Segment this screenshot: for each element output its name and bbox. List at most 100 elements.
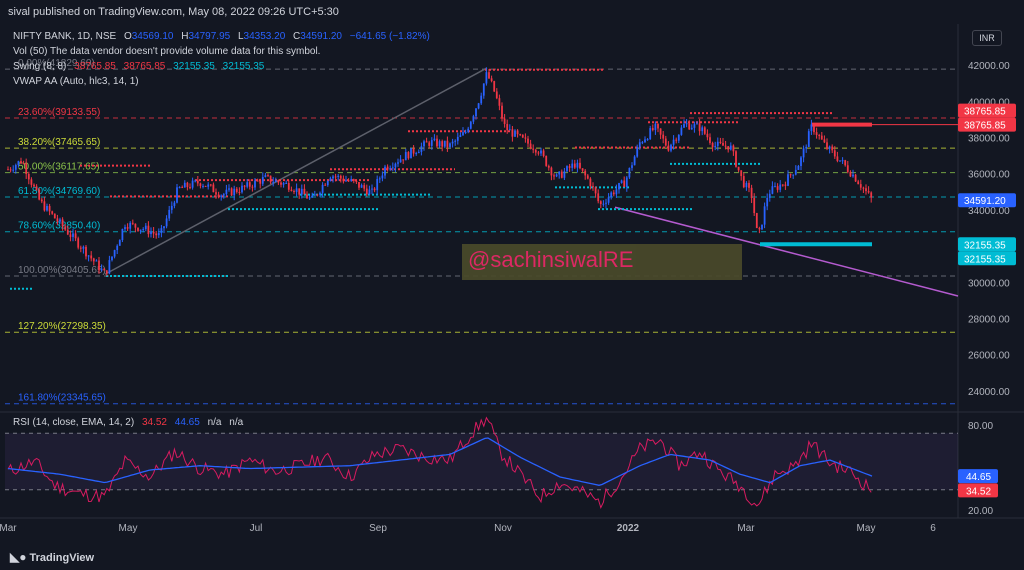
candle-body <box>72 233 74 237</box>
candle-body <box>430 140 433 146</box>
candle-body <box>82 246 85 249</box>
candle-body <box>147 225 150 235</box>
candle-body <box>384 166 386 176</box>
candle-body <box>459 135 462 137</box>
candle-body <box>345 180 347 182</box>
candle-body <box>654 123 657 130</box>
candle-body <box>610 192 613 198</box>
candle-body <box>368 189 371 195</box>
rsi-label[interactable]: RSI (14, close, EMA, 14, 2) <box>13 417 135 428</box>
candle-body <box>555 174 558 177</box>
candle-body <box>394 163 397 168</box>
candle-body <box>113 250 116 257</box>
candle-body <box>709 137 711 143</box>
candle-body <box>339 175 342 179</box>
candle-body <box>807 131 810 147</box>
candle-body <box>818 135 821 137</box>
tradingview-logo[interactable]: ◣● TradingView <box>10 550 94 564</box>
candle-body <box>584 170 587 176</box>
published-caption: sival published on TradingView.com, May … <box>8 6 339 18</box>
candle-body <box>209 184 212 186</box>
candle-body <box>111 256 113 261</box>
candle-body <box>701 127 704 132</box>
candle-body <box>605 202 607 204</box>
swing-label[interactable]: Swing (8, 8) <box>13 61 67 72</box>
candle-body <box>657 123 659 129</box>
candle-body <box>207 184 210 187</box>
candle-body <box>758 228 761 230</box>
candle-body <box>196 180 199 184</box>
candle-body <box>779 184 782 190</box>
candle-body <box>235 188 238 192</box>
candle-body <box>833 150 836 157</box>
candle-body <box>285 183 288 185</box>
candle-body <box>438 141 441 147</box>
candle-body <box>612 192 615 195</box>
candle-body <box>683 124 685 128</box>
fib-level-label: 38.20%(37465.65) <box>18 137 100 148</box>
candle-body <box>802 148 805 158</box>
time-tick-label: Sep <box>369 523 387 534</box>
candle-body <box>576 162 579 168</box>
candle-body <box>178 187 181 189</box>
candle-body <box>664 138 667 146</box>
candle-body <box>108 260 111 274</box>
time-tick-label: 6 <box>930 523 936 534</box>
candle-body <box>742 176 745 188</box>
candle-body <box>495 91 498 99</box>
rsi-na-1: n/a <box>207 417 222 428</box>
candle-body <box>646 139 649 141</box>
candle-body <box>722 142 724 146</box>
volume-message[interactable]: Vol (50) The data vendor doesn't provide… <box>13 46 321 57</box>
candle-body <box>329 178 332 182</box>
price-tick-label: 34000.00 <box>968 206 1010 217</box>
candle-body <box>9 169 12 171</box>
candle-body <box>865 188 867 192</box>
candle-body <box>831 146 834 151</box>
vwap-label[interactable]: VWAP AA (Auto, hlc3, 14, 1) <box>13 76 139 87</box>
candle-body <box>43 201 46 211</box>
rsi-ma-line <box>7 437 873 486</box>
candle-body <box>87 255 90 257</box>
candle-body <box>412 147 415 154</box>
candle-body <box>503 118 506 124</box>
candle-body <box>714 145 717 148</box>
candle-body <box>181 187 184 189</box>
candle-body <box>25 163 28 175</box>
candle-body <box>560 171 563 178</box>
candle-body <box>287 183 290 190</box>
price-tick-label: 26000.00 <box>968 351 1010 362</box>
candle-body <box>352 179 355 181</box>
currency-button[interactable]: INR <box>972 30 1002 46</box>
candle-body <box>854 174 857 182</box>
candle-body <box>202 185 204 187</box>
candle-body <box>529 143 532 149</box>
candle-body <box>121 229 124 241</box>
candle-body <box>771 186 774 194</box>
price-badge-label: 38765.85 <box>964 121 1006 132</box>
candle-body <box>443 140 446 147</box>
candle-body <box>35 186 38 190</box>
candle-body <box>189 187 191 189</box>
candle-body <box>841 160 844 162</box>
candle-body <box>402 159 405 161</box>
candle-body <box>472 116 475 122</box>
candle-body <box>420 146 423 152</box>
candle-body <box>659 128 662 135</box>
candle-body <box>173 202 176 206</box>
price-badge-label: 34591.20 <box>964 196 1006 207</box>
candle-body <box>7 169 9 171</box>
candle-body <box>527 138 529 144</box>
time-tick-label: 2022 <box>617 523 640 534</box>
symbol-title[interactable]: NIFTY BANK, 1D, NSE <box>13 31 117 42</box>
watermark-text: @sachinsiwalRE <box>468 247 634 272</box>
fib-level-label: 78.60%(32850.40) <box>18 221 100 232</box>
candle-body <box>774 186 776 188</box>
candle-body <box>415 153 418 155</box>
candle-body <box>129 222 132 229</box>
swing-value-2: 38765.85 <box>123 61 166 72</box>
candle-body <box>696 123 698 125</box>
candle-body <box>334 176 337 178</box>
candle-body <box>64 226 67 230</box>
